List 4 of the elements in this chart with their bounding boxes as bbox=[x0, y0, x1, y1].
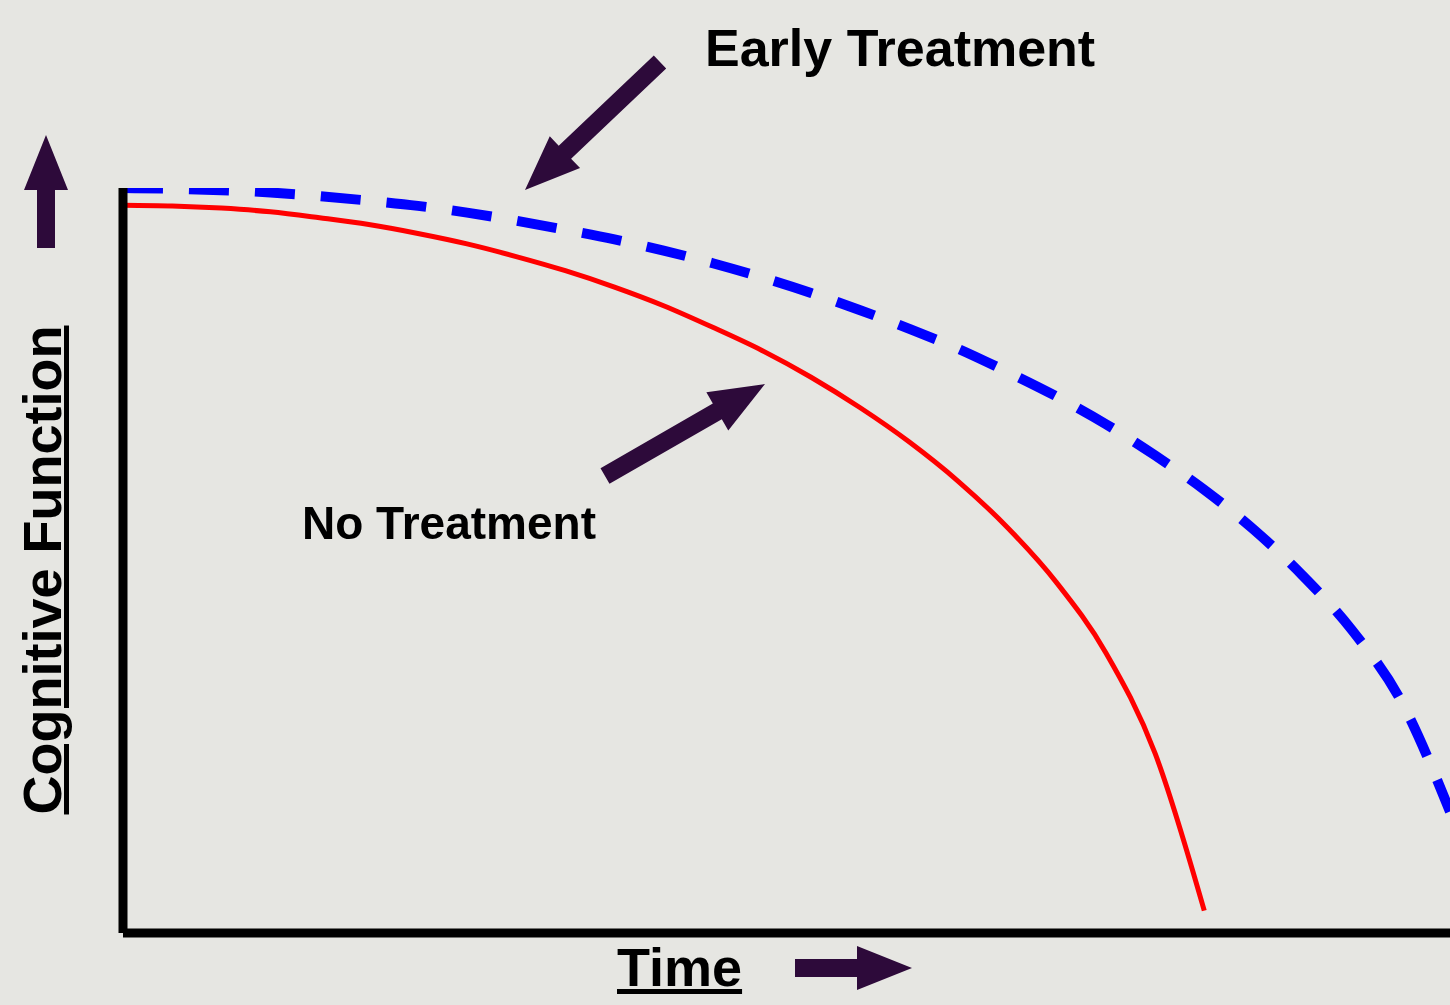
text: Early Treatment bbox=[705, 18, 1096, 78]
y-axis-title: Cognitive Function bbox=[11, 325, 73, 815]
annotation: No Treatment bbox=[302, 496, 596, 550]
x-axis-title: Time bbox=[617, 936, 743, 998]
